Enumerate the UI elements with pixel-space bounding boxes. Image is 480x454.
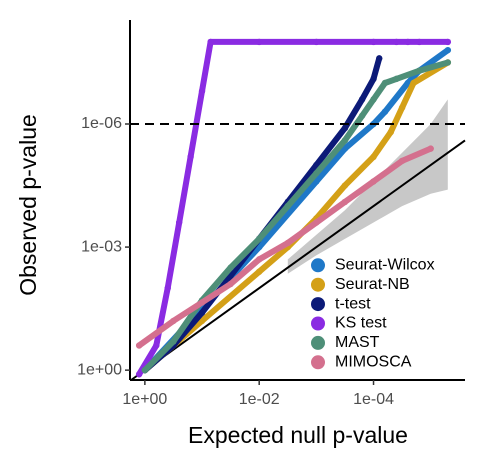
- point: [141, 366, 149, 374]
- point: [170, 317, 177, 325]
- point: [198, 87, 206, 95]
- point: [444, 59, 452, 66]
- point: [444, 46, 452, 54]
- x-tick-label: 1e-04: [353, 391, 394, 408]
- legend-label: t-test: [335, 295, 371, 312]
- point: [135, 371, 143, 378]
- confidence-band: [287, 99, 448, 274]
- point: [284, 239, 291, 247]
- point: [370, 96, 377, 103]
- point: [358, 112, 366, 119]
- point: [416, 38, 423, 46]
- y-tick-label: 1e+00: [77, 361, 122, 378]
- point: [313, 170, 320, 177]
- point: [313, 161, 320, 169]
- point: [358, 96, 366, 103]
- point: [398, 104, 406, 111]
- point: [381, 108, 389, 115]
- point: [404, 38, 412, 46]
- legend-label: MAST: [335, 334, 380, 351]
- point: [341, 124, 349, 132]
- point: [255, 268, 263, 275]
- legend-label: MIMOSCA: [335, 354, 412, 371]
- point: [313, 219, 320, 226]
- point: [416, 67, 423, 74]
- point: [341, 145, 349, 152]
- point: [393, 75, 400, 83]
- legend-swatch: [311, 316, 325, 331]
- y-tick-label: 1e-06: [81, 115, 122, 132]
- point: [381, 79, 389, 87]
- legend-label: Seurat-Wilcox: [335, 257, 435, 274]
- point: [370, 38, 377, 46]
- point: [187, 153, 194, 161]
- legend-swatch: [311, 297, 325, 312]
- legend-swatch: [311, 277, 325, 292]
- point: [255, 38, 263, 46]
- point: [153, 342, 160, 349]
- point: [175, 219, 183, 226]
- point: [404, 79, 412, 87]
- point: [370, 75, 377, 83]
- legend-label: Seurat-NB: [335, 276, 410, 293]
- point: [284, 202, 291, 210]
- point: [255, 235, 263, 243]
- y-axis-title: Observed p-value: [15, 114, 41, 296]
- point: [164, 284, 171, 292]
- point: [410, 79, 417, 87]
- point: [393, 38, 400, 46]
- legend-label: KS test: [335, 315, 387, 332]
- x-tick-label: 1e+00: [122, 391, 167, 408]
- point: [227, 272, 234, 279]
- point: [255, 256, 263, 263]
- point: [341, 198, 349, 206]
- point: [313, 38, 320, 46]
- identity-line: [130, 139, 466, 381]
- point: [198, 317, 206, 325]
- point: [207, 38, 214, 46]
- point: [427, 145, 434, 152]
- legend-swatch: [311, 258, 325, 273]
- legend-swatch: [311, 355, 325, 370]
- point: [444, 38, 452, 46]
- point: [341, 137, 349, 144]
- point: [313, 178, 320, 185]
- point: [341, 182, 349, 189]
- x-tick-label: 1e-02: [239, 391, 280, 408]
- point: [198, 299, 206, 306]
- point: [376, 55, 383, 62]
- legend-swatch: [311, 335, 325, 350]
- point: [398, 157, 406, 165]
- point: [370, 153, 377, 161]
- point: [387, 129, 394, 136]
- point: [227, 280, 234, 288]
- point: [227, 264, 234, 271]
- point: [135, 342, 143, 349]
- point: [170, 338, 177, 345]
- y-tick-label: 1e-03: [81, 238, 122, 255]
- point: [370, 178, 377, 185]
- x-axis-title: Expected null p-value: [188, 422, 408, 448]
- point: [198, 309, 206, 316]
